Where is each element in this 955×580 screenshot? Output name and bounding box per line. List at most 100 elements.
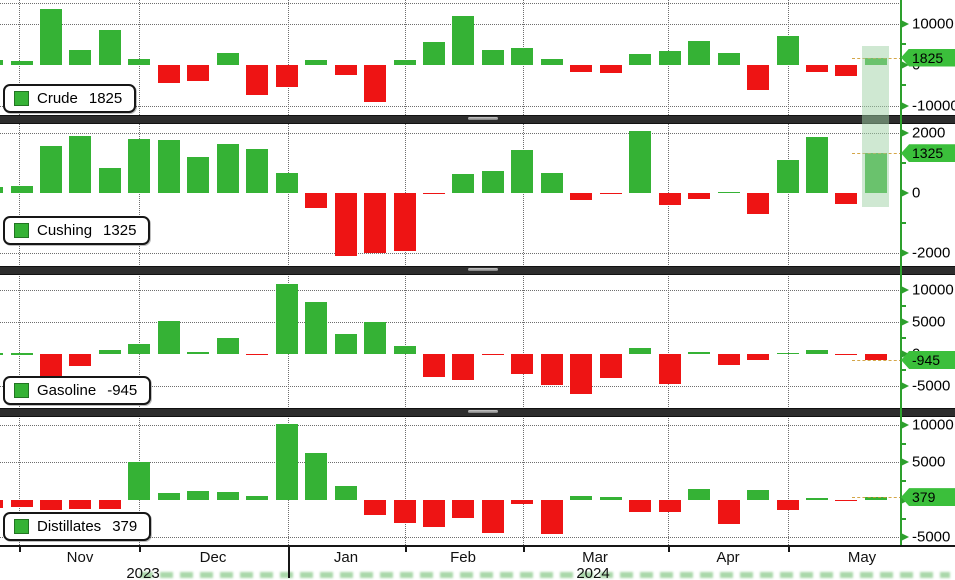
bar xyxy=(69,354,92,367)
bar xyxy=(275,64,298,88)
bar xyxy=(658,192,681,206)
last-value-badge: -945 xyxy=(901,351,955,370)
bar xyxy=(128,138,151,193)
legend-swatch-icon xyxy=(14,519,29,534)
axis-minor-tick xyxy=(900,161,906,164)
legend-distillates[interactable]: Distillates 379 xyxy=(3,512,152,541)
bar xyxy=(157,493,180,500)
bar xyxy=(305,452,328,500)
legend-value: -945 xyxy=(107,382,138,399)
x-axis-tick xyxy=(19,547,21,552)
x-axis-tick xyxy=(523,547,525,552)
bar xyxy=(393,499,416,524)
bar xyxy=(305,192,328,209)
legend-cushing[interactable]: Cushing 1325 xyxy=(3,216,151,245)
axis-minor-tick xyxy=(900,368,906,371)
bar xyxy=(10,353,33,355)
axis-tick-label: 10000 xyxy=(912,281,954,299)
bar xyxy=(334,486,357,500)
bar xyxy=(747,354,770,360)
bar xyxy=(805,498,828,500)
bar xyxy=(98,349,121,354)
bar xyxy=(658,354,681,384)
bar xyxy=(69,136,92,193)
last-value-leader-line xyxy=(852,57,902,59)
bar xyxy=(334,64,357,75)
bar xyxy=(511,354,534,374)
bar xyxy=(805,136,828,193)
last-value-leader-line xyxy=(852,153,902,155)
bar xyxy=(275,173,298,193)
bar xyxy=(835,64,858,76)
axis-tick-arrow-icon xyxy=(901,350,909,358)
legend-swatch-icon xyxy=(14,223,29,238)
month-label: Mar xyxy=(582,549,608,566)
bar xyxy=(423,42,445,65)
axis-minor-tick xyxy=(900,43,906,46)
axis-tick-label: 10000 xyxy=(912,416,954,434)
bar xyxy=(776,499,799,511)
axis-tick-arrow-icon xyxy=(901,533,909,542)
bar xyxy=(128,343,151,354)
bar xyxy=(10,186,33,193)
bar xyxy=(452,499,475,519)
bar xyxy=(98,168,121,193)
bar xyxy=(747,64,770,90)
axis-tick-arrow-icon xyxy=(901,420,909,429)
bar xyxy=(629,348,652,354)
bar xyxy=(835,499,858,502)
last-value-leader-line xyxy=(852,497,902,499)
bar xyxy=(452,354,475,380)
bar xyxy=(481,354,504,356)
bar xyxy=(216,338,239,354)
bar xyxy=(10,61,33,65)
bar xyxy=(540,173,563,193)
bar xyxy=(540,499,563,535)
axis-tick-label: 0 xyxy=(912,184,921,202)
bar xyxy=(393,192,416,252)
separator-grip[interactable] xyxy=(468,117,498,120)
bar xyxy=(776,160,799,193)
bar xyxy=(157,320,180,354)
axis-tick-arrow-icon xyxy=(901,101,909,110)
bar xyxy=(275,284,298,354)
bar xyxy=(511,48,534,65)
axis-tick-label: -5000 xyxy=(912,528,951,546)
last-value-badge: 1325 xyxy=(901,144,955,163)
bar xyxy=(599,64,622,73)
bar xyxy=(629,54,652,65)
bar xyxy=(864,354,887,361)
year-label: 2023 xyxy=(126,565,160,580)
bar xyxy=(364,322,387,354)
bar xyxy=(40,146,63,193)
bar xyxy=(511,499,534,504)
bar xyxy=(40,499,63,511)
bar xyxy=(629,499,652,513)
horizontal-gridline xyxy=(0,385,901,387)
separator-grip[interactable] xyxy=(468,268,498,271)
bar xyxy=(776,35,799,65)
horizontal-gridline xyxy=(0,290,901,292)
bar xyxy=(364,192,387,254)
legend-crude[interactable]: Crude 1825 xyxy=(3,84,137,113)
bar xyxy=(187,64,210,81)
bar xyxy=(481,50,504,65)
bar xyxy=(570,64,593,72)
axis-tick-label: -10000 xyxy=(912,97,955,115)
bar xyxy=(747,192,770,214)
axis-minor-tick xyxy=(900,221,906,224)
bar xyxy=(747,489,770,500)
legend-gasoline[interactable]: Gasoline -945 xyxy=(3,376,152,405)
bar xyxy=(688,192,711,200)
last-value-badge: 1825 xyxy=(901,48,955,67)
axis-tick-arrow-icon xyxy=(901,318,909,326)
axis-tick-arrow-icon xyxy=(901,286,909,295)
bar xyxy=(305,59,328,65)
bar xyxy=(40,8,63,65)
horizontal-gridline xyxy=(0,105,901,107)
bar xyxy=(246,495,269,500)
separator-grip[interactable] xyxy=(468,410,498,413)
axis-minor-tick xyxy=(900,305,906,307)
bar xyxy=(805,64,828,72)
bar xyxy=(717,191,740,194)
